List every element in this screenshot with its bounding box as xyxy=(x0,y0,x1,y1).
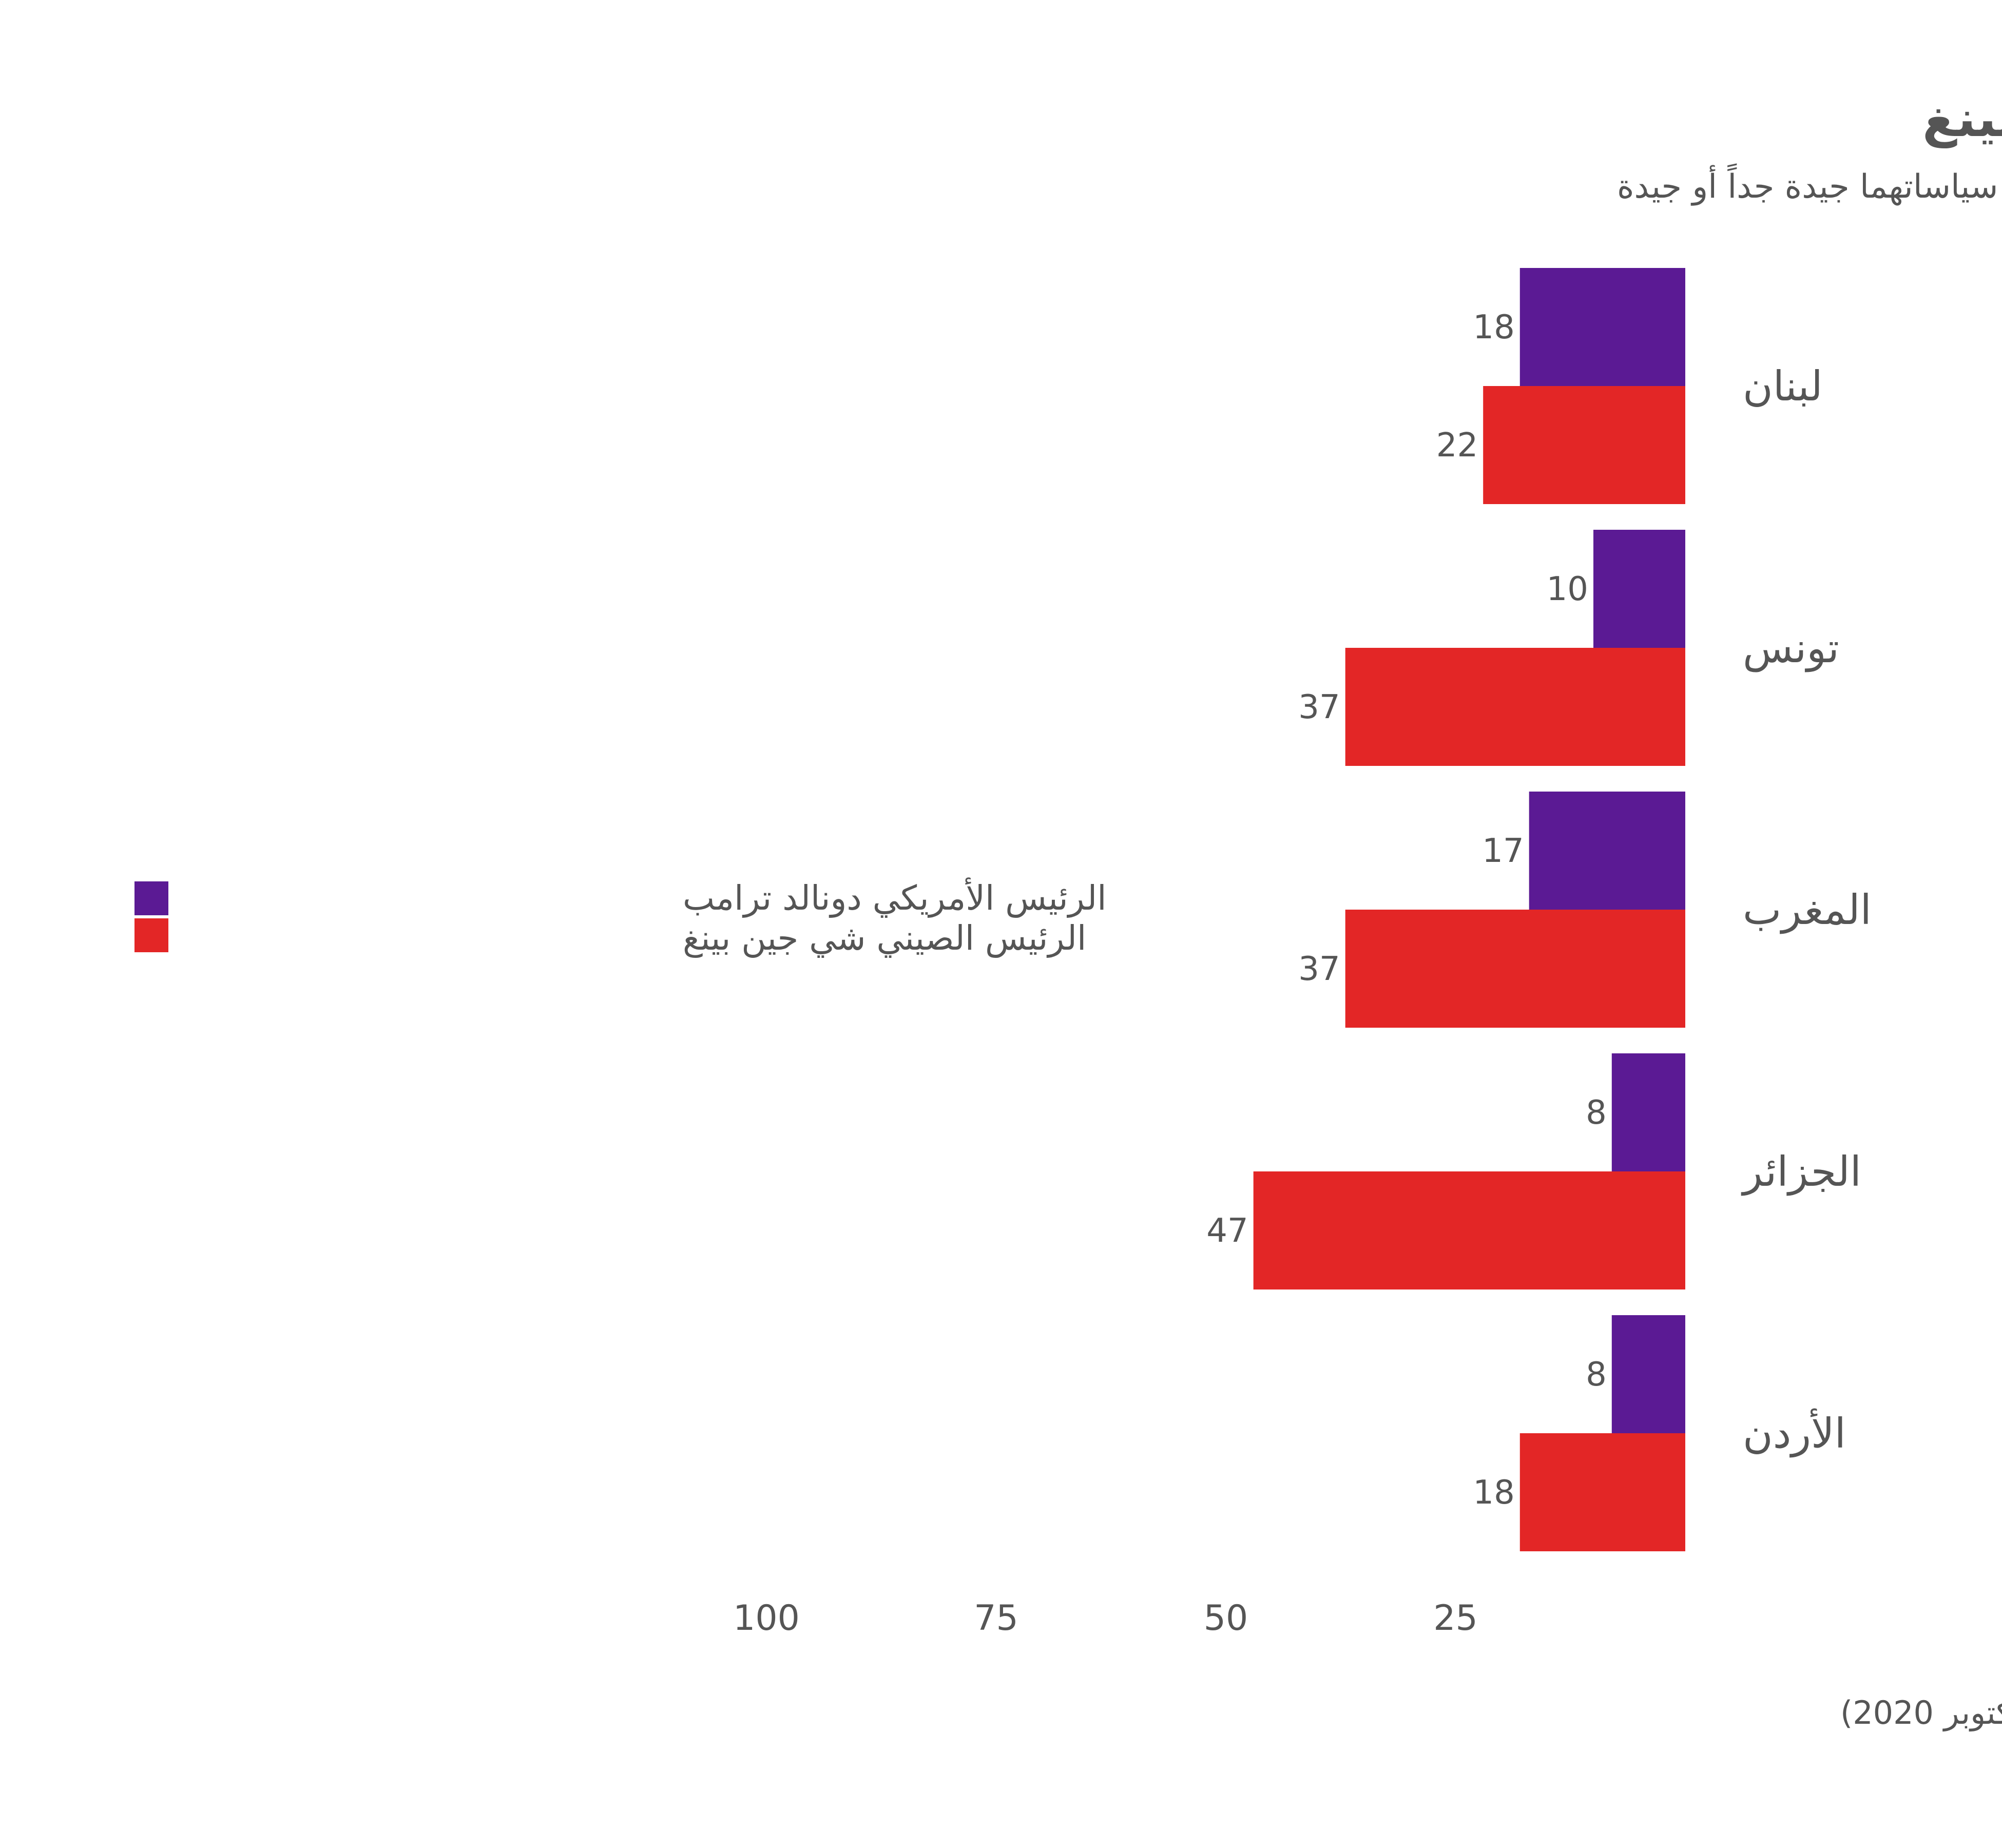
bar-trump-0 xyxy=(1519,268,1685,386)
legend-label-xi: الرئيس الصيني شي جين بينغ xyxy=(683,918,1086,958)
legend-swatch-xi xyxy=(134,918,168,952)
bar-value-label: 8 xyxy=(1586,1356,1607,1394)
bar-value-label: 18 xyxy=(1473,309,1514,346)
bar-xi-4 xyxy=(1519,1433,1685,1551)
bar-trump-2 xyxy=(1529,792,1685,910)
legend-swatch-trump xyxy=(134,881,168,915)
bar-value-label: 18 xyxy=(1473,1474,1514,1512)
category-label: الجزائر xyxy=(1741,1148,1861,1196)
bar-xi-3 xyxy=(1253,1171,1685,1289)
category-label: الأردن xyxy=(1743,1408,1846,1458)
legend: الرئيس الأمريكي دونالد ترامب الرئيس الصي… xyxy=(134,877,1107,958)
bars-group xyxy=(1253,268,1685,1551)
bar-xi-1 xyxy=(1345,648,1685,766)
x-axis-ticks: 100 75 50 25 xyxy=(733,1598,1478,1639)
category-labels-group: لبنان تونس المغرب الجزائر الأردن xyxy=(1741,362,1872,1458)
category-label: لبنان xyxy=(1743,362,1823,410)
bar-trump-4 xyxy=(1611,1315,1685,1433)
x-tick-label: 100 xyxy=(733,1598,800,1639)
x-tick-label: 50 xyxy=(1204,1598,1248,1639)
category-label: المغرب xyxy=(1743,886,1872,934)
bar-value-label: 17 xyxy=(1482,832,1524,870)
category-label: تونس xyxy=(1743,624,1839,672)
bar-value-label: 8 xyxy=(1586,1094,1607,1132)
bar-value-label: 37 xyxy=(1298,950,1340,988)
bar-value-label: 10 xyxy=(1547,570,1588,608)
bar-trump-3 xyxy=(1611,1053,1685,1171)
chart-subtitle: % من يقولون إن سياساتهما جيدة جداً أو جي… xyxy=(1617,163,2002,206)
bar-value-label: 37 xyxy=(1298,688,1340,726)
chart-title: تقييم السياسة الخارجية: دونالد ترامب مقا… xyxy=(1922,90,2002,149)
bar-xi-0 xyxy=(1483,386,1685,504)
bar-value-label: 22 xyxy=(1436,427,1478,465)
legend-label-trump: الرئيس الأمريكي دونالد ترامب xyxy=(683,877,1107,918)
bar-labels-group: 18 22 10 37 17 37 8 47 8 18 xyxy=(1206,309,1607,1512)
x-tick-label: 75 xyxy=(974,1598,1018,1639)
chart-source: الباروميتر العربي، الدورة السادسة - الجز… xyxy=(1840,1692,2002,1731)
bar-value-label: 47 xyxy=(1206,1212,1248,1250)
x-tick-label: 25 xyxy=(1433,1598,1478,1639)
bar-trump-1 xyxy=(1593,530,1685,648)
bar-xi-2 xyxy=(1345,910,1685,1028)
